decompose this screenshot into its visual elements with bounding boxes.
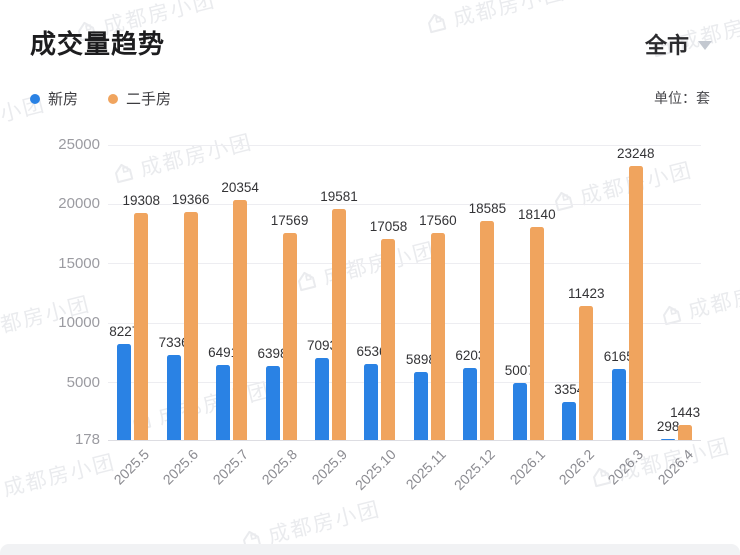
page-title: 成交量趋势 — [30, 29, 166, 59]
x-axis-line — [108, 439, 701, 441]
second-hand-bar-2026.4 — [678, 424, 693, 440]
x-axis-label-2026.3: 2026.3 — [604, 446, 647, 488]
x-axis-label-2026.2: 2026.2 — [555, 446, 598, 488]
new-house-bar-2025.6 — [166, 354, 181, 440]
second-hand-bar-2025.11 — [430, 233, 445, 440]
chart-legend: 新房 二手房 — [30, 88, 171, 109]
gridline — [108, 263, 701, 265]
second-hand-bar-2025.5 — [134, 212, 149, 440]
bar-value-label: 5007 — [504, 362, 535, 378]
bar-value-label: 1443 — [670, 404, 701, 420]
x-axis-label-2026.1: 2026.1 — [506, 446, 548, 488]
gridline — [108, 144, 701, 146]
y-axis-tick-label: 10000 — [58, 314, 100, 332]
bar-value-label: 3354 — [554, 382, 585, 398]
gridline — [108, 382, 701, 384]
region-selector[interactable]: 全市 — [645, 28, 712, 60]
bar-value-label: 7093 — [306, 337, 338, 353]
bar-value-label: 6165 — [603, 348, 634, 364]
new-house-bar-2025.5 — [117, 344, 132, 440]
x-axis-label-2025.6: 2025.6 — [159, 446, 202, 488]
bar-value-label: 7336 — [158, 334, 189, 350]
bar-value-label: 6536 — [356, 344, 387, 360]
unit-label: 单位：套 — [654, 90, 710, 106]
bar-value-label: 6203 — [455, 348, 486, 364]
bar-value-label: 298 — [656, 418, 680, 434]
second-hand-bar-2026.3 — [628, 165, 643, 440]
new-house-bar-2026.2 — [562, 402, 577, 440]
x-axis-label-2025.7: 2025.7 — [209, 446, 251, 488]
y-axis-tick-label: 15000 — [58, 254, 100, 272]
new-house-bar-2026.3 — [611, 368, 626, 440]
gridline — [108, 203, 701, 205]
new-house-bar-2025.9 — [315, 357, 330, 440]
second-hand-bar-2025.7 — [233, 200, 248, 440]
bar-value-label: 8227 — [109, 324, 140, 340]
legend-label-second-hand: 二手房 — [126, 91, 172, 108]
new-house-bar-2026.4 — [661, 438, 676, 440]
legend-label-new-house: 新房 — [48, 91, 79, 108]
gridline — [108, 322, 701, 324]
second-hand-bar-2026.1 — [529, 226, 544, 440]
bar-value-label: 19366 — [171, 191, 210, 207]
bar-value-label: 6491 — [208, 344, 239, 360]
second-hand-bar-2025.8 — [282, 233, 297, 440]
region-selector-label: 全市 — [644, 33, 689, 58]
second-hand-bar-2026.2 — [579, 306, 594, 440]
new-house-bar-2025.8 — [265, 366, 280, 440]
new-house-bar-2026.1 — [512, 382, 527, 440]
legend-item-new-house[interactable]: 新房 — [30, 88, 78, 109]
x-axis-label-2025.9: 2025.9 — [308, 446, 350, 488]
new-house-bar-2025.12 — [463, 368, 478, 440]
x-axis-label-2025.10: 2025.10 — [352, 446, 400, 494]
bar-value-label: 18140 — [518, 206, 556, 222]
chevron-down-icon — [698, 41, 712, 50]
bar-value-label: 17058 — [369, 219, 408, 235]
bar-value-label: 5898 — [405, 352, 436, 368]
second-hand-bar-2025.9 — [332, 209, 347, 440]
second-hand-bar-2025.12 — [480, 221, 495, 440]
y-axis-tick-label: 178 — [74, 431, 100, 448]
bar-value-label: 6398 — [257, 346, 288, 362]
x-axis-label-2025.8: 2025.8 — [258, 446, 301, 488]
bar-value-label: 11423 — [567, 286, 605, 302]
second-hand-bar-2025.6 — [183, 211, 198, 440]
new-house-bar-2025.11 — [413, 372, 428, 440]
x-axis-label-2025.5: 2025.5 — [110, 446, 153, 488]
y-axis-tick-label: 25000 — [58, 136, 100, 153]
second-hand-dot-icon — [108, 93, 119, 104]
x-axis-label-2025.12: 2025.12 — [451, 446, 499, 494]
bar-value-label: 23248 — [616, 145, 655, 161]
x-axis-label-2026.4: 2026.4 — [654, 446, 697, 488]
bar-value-label: 17569 — [270, 213, 309, 229]
y-axis-tick-label: 5000 — [66, 373, 100, 391]
legend-item-second-hand[interactable]: 二手房 — [108, 88, 171, 109]
new-house-dot-icon — [30, 93, 40, 104]
x-axis-label-2025.11: 2025.11 — [402, 446, 449, 493]
bar-value-label: 18585 — [468, 201, 507, 217]
second-hand-bar-2025.10 — [381, 239, 396, 440]
bar-value-label: 19308 — [122, 192, 160, 208]
new-house-bar-2025.7 — [216, 364, 231, 440]
new-house-bar-2025.10 — [364, 364, 379, 440]
bar-value-label: 17560 — [419, 213, 457, 229]
y-axis-tick-label: 20000 — [58, 195, 100, 213]
bar-value-label: 20354 — [221, 180, 259, 196]
bar-value-label: 19581 — [320, 189, 358, 205]
next-card-edge — [0, 544, 740, 555]
